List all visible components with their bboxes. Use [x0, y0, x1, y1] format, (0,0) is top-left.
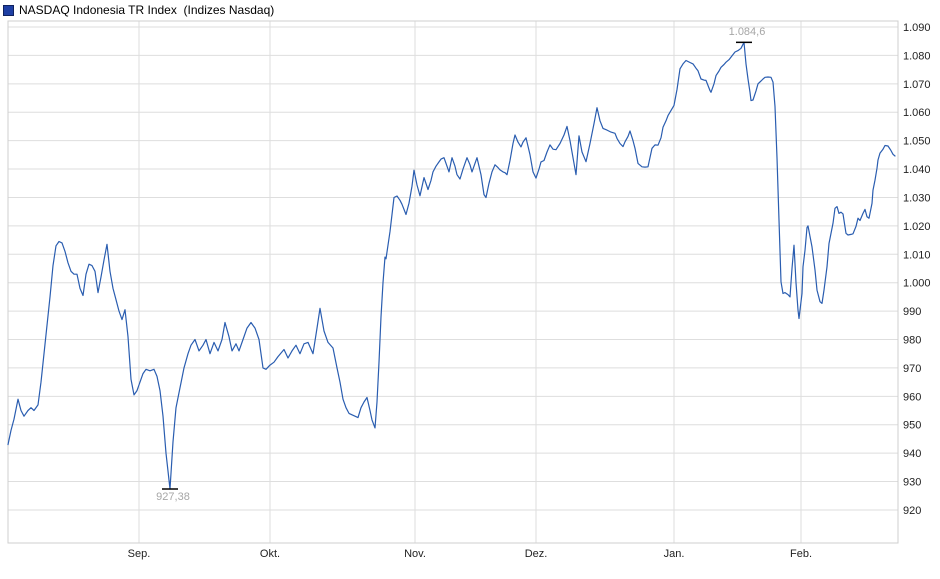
x-axis-month-label: Dez. [525, 548, 548, 560]
x-axis-month-label: Sep. [128, 548, 151, 560]
x-axis-month-label: Feb. [790, 548, 812, 560]
y-axis-tick-label: 1.010 [903, 249, 931, 261]
x-axis-month-label: Nov. [404, 548, 426, 560]
legend-color-swatch-icon [3, 4, 14, 16]
y-axis-tick-label: 1.000 [903, 278, 931, 290]
y-axis-tick-label: 1.030 [903, 192, 931, 204]
y-axis-tick-label: 1.060 [903, 107, 931, 119]
y-axis-tick-label: 1.020 [903, 221, 931, 233]
y-axis-tick-label: 1.050 [903, 136, 931, 148]
x-axis-month-label: Okt. [260, 548, 280, 560]
low-annotation-label: 927,38 [156, 491, 190, 503]
y-axis-tick-label: 1.080 [903, 50, 931, 62]
y-axis-tick-label: 1.070 [903, 79, 931, 91]
chart-title: NASDAQ Indonesia TR Index (Indizes Nasda… [19, 3, 275, 17]
y-axis-tick-label: 1.040 [903, 164, 931, 176]
x-axis-month-label: Jan. [664, 548, 685, 560]
high-annotation-label: 1.084,6 [729, 26, 766, 38]
y-axis-tick-label: 1.090 [903, 22, 931, 34]
y-axis-tick-label: 970 [903, 363, 921, 375]
y-axis-tick-label: 930 [903, 477, 921, 489]
y-axis-tick-label: 960 [903, 391, 921, 403]
y-axis-tick-label: 920 [903, 505, 921, 517]
price-line [7, 41, 896, 490]
y-axis-tick-label: 950 [903, 420, 921, 432]
y-axis-tick-label: 940 [903, 448, 921, 460]
y-axis-tick-label: 980 [903, 335, 921, 347]
y-axis-tick-label: 990 [903, 306, 921, 318]
chart-legend: NASDAQ Indonesia TR Index (Indizes Nasda… [3, 3, 274, 17]
plot-frame [7, 20, 899, 544]
